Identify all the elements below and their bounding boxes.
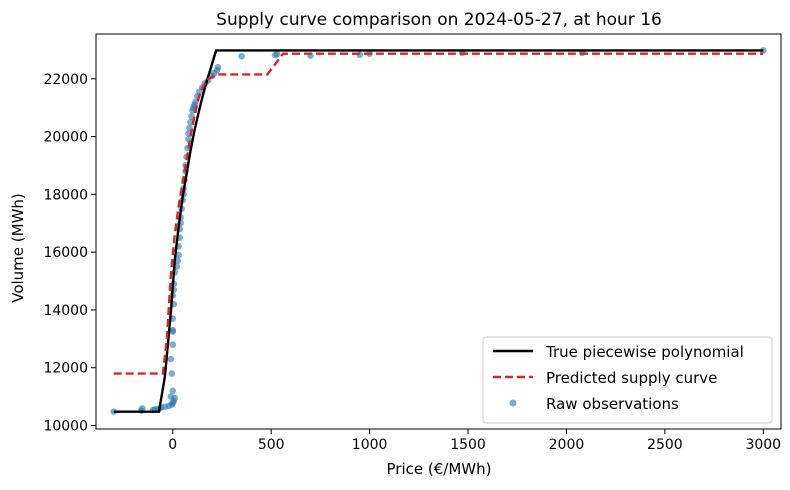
raw-observation-point xyxy=(168,370,176,377)
raw-observation-point xyxy=(238,52,245,60)
legend-label-true: True piecewise polynomial xyxy=(545,343,744,361)
raw-observation-point xyxy=(169,341,177,348)
raw-observation-point xyxy=(169,326,177,334)
x-tick-label: 3000 xyxy=(745,437,781,453)
y-tick-label: 20000 xyxy=(43,130,88,146)
x-tick-label: 2000 xyxy=(549,437,585,453)
raw-observation-point xyxy=(214,63,222,71)
y-tick-label: 22000 xyxy=(43,72,88,88)
raw-observation-point xyxy=(138,405,146,412)
legend: True piecewise polynomial Predicted supp… xyxy=(482,336,773,424)
raw-observation-point xyxy=(175,251,182,259)
raw-observation-point xyxy=(167,355,175,363)
raw-observation-point xyxy=(273,50,281,58)
y-tick-label: 18000 xyxy=(43,187,88,203)
x-tick-label: 500 xyxy=(258,437,285,453)
y-axis-label: Volume (MWh) xyxy=(9,193,27,303)
x-tick-label: 2500 xyxy=(647,437,683,453)
y-tick-label: 14000 xyxy=(43,303,88,319)
predicted-curve-line xyxy=(113,52,764,375)
y-axis: 10000 12000 14000 16000 18000 20000 22000 xyxy=(43,72,96,435)
plot-content xyxy=(110,47,767,415)
x-axis: 0 500 1000 1500 2000 2500 3000 xyxy=(168,429,781,453)
y-tick-label: 10000 xyxy=(43,419,88,435)
x-tick-label: 1000 xyxy=(352,437,388,453)
plot-area xyxy=(95,33,782,430)
y-tick-label: 12000 xyxy=(43,361,88,377)
legend-label-predicted: Predicted supply curve xyxy=(546,369,717,387)
chart-title: Supply curve comparison on 2024-05-27, a… xyxy=(216,10,662,30)
legend-box xyxy=(482,336,773,424)
x-tick-label: 1500 xyxy=(450,437,486,453)
x-axis-label: Price (€/MWh) xyxy=(387,460,492,478)
legend-swatch-raw xyxy=(509,399,517,407)
raw-observation-point xyxy=(169,387,177,395)
true-curve-line xyxy=(113,49,764,413)
legend-label-raw: Raw observations xyxy=(546,395,679,413)
y-tick-label: 16000 xyxy=(43,245,88,261)
x-tick-label: 0 xyxy=(168,437,177,453)
raw-observation-point xyxy=(167,393,175,400)
